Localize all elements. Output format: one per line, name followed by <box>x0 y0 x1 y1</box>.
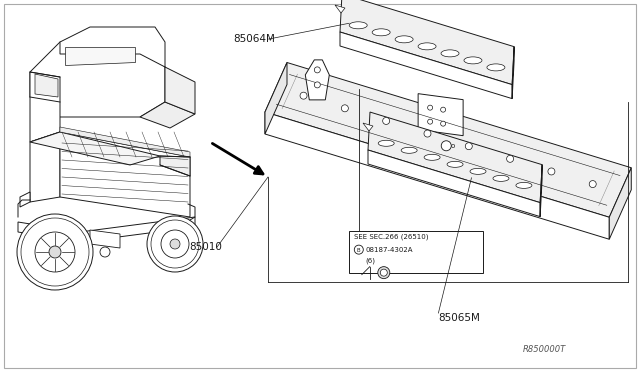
Polygon shape <box>18 217 195 242</box>
Polygon shape <box>335 5 345 13</box>
Polygon shape <box>418 94 463 136</box>
Text: 85065M: 85065M <box>438 313 480 323</box>
Polygon shape <box>30 72 60 142</box>
Circle shape <box>161 230 189 258</box>
Circle shape <box>49 246 61 258</box>
Polygon shape <box>165 67 195 114</box>
Text: B: B <box>357 248 360 253</box>
Circle shape <box>378 267 390 279</box>
Polygon shape <box>65 47 135 65</box>
Polygon shape <box>540 165 542 217</box>
Polygon shape <box>60 132 190 217</box>
Circle shape <box>428 105 433 110</box>
Polygon shape <box>265 62 287 134</box>
Circle shape <box>548 168 555 175</box>
Circle shape <box>428 119 433 124</box>
Text: 85010: 85010 <box>189 243 221 252</box>
Polygon shape <box>140 102 195 128</box>
Ellipse shape <box>424 154 440 160</box>
Polygon shape <box>30 132 160 165</box>
Polygon shape <box>90 230 120 248</box>
Circle shape <box>441 141 451 151</box>
Circle shape <box>465 143 472 150</box>
Ellipse shape <box>464 57 482 64</box>
Ellipse shape <box>378 140 394 146</box>
Bar <box>349 231 483 273</box>
Polygon shape <box>305 60 330 100</box>
Ellipse shape <box>516 182 532 188</box>
Polygon shape <box>512 46 514 99</box>
Circle shape <box>383 118 390 124</box>
Circle shape <box>589 180 596 187</box>
Text: o: o <box>451 143 454 149</box>
Polygon shape <box>160 156 190 176</box>
Polygon shape <box>340 0 514 84</box>
Circle shape <box>151 220 199 268</box>
Circle shape <box>100 247 110 257</box>
Ellipse shape <box>447 161 463 167</box>
Polygon shape <box>368 150 540 217</box>
Polygon shape <box>265 62 631 217</box>
Text: 85064M: 85064M <box>234 34 275 44</box>
Ellipse shape <box>372 29 390 36</box>
Circle shape <box>314 82 320 88</box>
Text: SEE SEC.266 (26510): SEE SEC.266 (26510) <box>354 234 428 240</box>
Ellipse shape <box>401 147 417 153</box>
Text: R850000T: R850000T <box>523 344 566 353</box>
Ellipse shape <box>349 22 367 29</box>
Circle shape <box>314 67 320 73</box>
Polygon shape <box>30 42 165 117</box>
Circle shape <box>507 155 514 162</box>
Circle shape <box>300 92 307 99</box>
Circle shape <box>380 269 387 276</box>
Text: (6): (6) <box>366 258 376 264</box>
Ellipse shape <box>441 50 459 57</box>
Polygon shape <box>30 132 60 202</box>
Polygon shape <box>368 112 542 203</box>
Circle shape <box>424 130 431 137</box>
Circle shape <box>170 239 180 249</box>
Polygon shape <box>265 112 609 239</box>
Ellipse shape <box>493 175 509 182</box>
Text: 08187-4302A: 08187-4302A <box>366 247 413 253</box>
Polygon shape <box>35 74 58 97</box>
Polygon shape <box>609 168 631 239</box>
Ellipse shape <box>395 36 413 43</box>
Circle shape <box>341 105 348 112</box>
Circle shape <box>35 232 75 272</box>
Polygon shape <box>60 27 165 67</box>
Polygon shape <box>363 123 373 131</box>
Circle shape <box>440 121 445 126</box>
Polygon shape <box>340 32 512 99</box>
Polygon shape <box>60 127 190 157</box>
Circle shape <box>440 107 445 112</box>
Ellipse shape <box>487 64 505 71</box>
Circle shape <box>17 214 93 290</box>
Ellipse shape <box>470 169 486 174</box>
Polygon shape <box>20 192 30 207</box>
Circle shape <box>147 216 203 272</box>
Circle shape <box>21 218 89 286</box>
Ellipse shape <box>418 43 436 50</box>
